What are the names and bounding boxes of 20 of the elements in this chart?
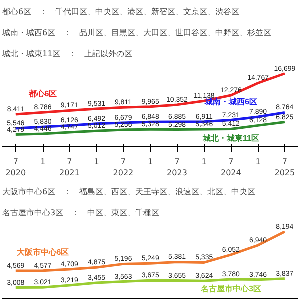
series-label: 大阪市中心6区 bbox=[16, 246, 70, 257]
x-tick-label: 1 bbox=[202, 158, 207, 166]
x-tick-label: 1 bbox=[94, 158, 100, 166]
series-label: 名古屋市中心3区 bbox=[200, 283, 262, 294]
text: 城南・城西6区 ： 品川区、目黒区、大田区、世田谷区、中野区、杉並区 bbox=[2, 28, 272, 38]
x-tick-label: 7 2024 bbox=[220, 158, 242, 178]
x-tick-label: 1 bbox=[148, 158, 154, 166]
x-tick-label: 7 2020 bbox=[6, 158, 26, 178]
x-tick-label: 1 bbox=[40, 158, 46, 166]
series-label: 都心6区 bbox=[28, 88, 58, 99]
text: 都心6区 ： 千代田区、中央区、港区、新宿区、文京区、渋谷区 bbox=[2, 8, 240, 16]
text: 大阪市中心6区 ： 福島区、西区、天王寺区、浪速区、北区、中央区 bbox=[2, 188, 256, 196]
x-tick-label: 1 bbox=[256, 158, 261, 166]
x-tick-label: 7 2023 bbox=[167, 158, 188, 178]
series-label: 城北・城東11区 bbox=[202, 134, 260, 144]
x-tick-label: 7 2025 bbox=[274, 158, 296, 178]
text: 城北・城東11区 ： 上記以外の区 bbox=[2, 50, 133, 58]
x-tick-label: 7 2021 bbox=[60, 158, 80, 178]
x-tick-label: 7 2022 bbox=[113, 158, 134, 178]
text: 名古屋市中心3区 ： 中区、東区、千種区 bbox=[2, 208, 160, 218]
